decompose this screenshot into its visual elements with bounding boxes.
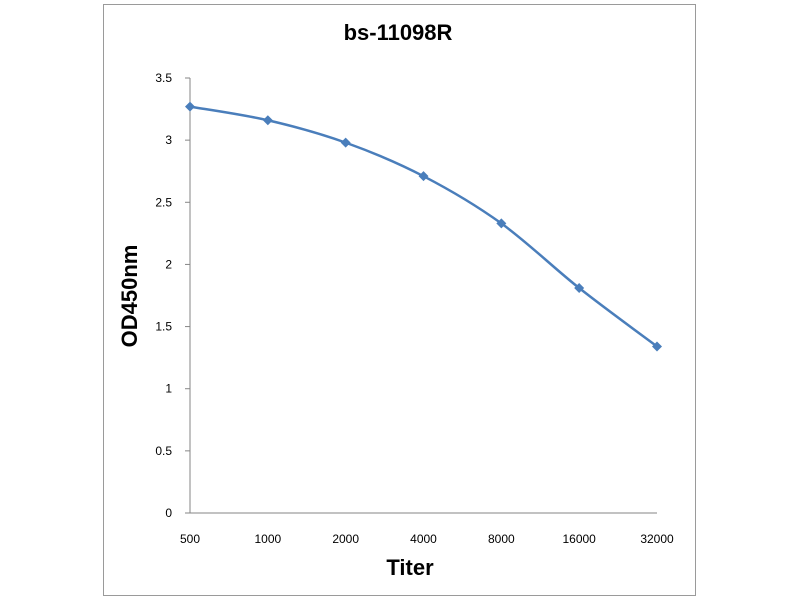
x-tick-label: 1000 bbox=[254, 532, 281, 546]
tick-labels: 0 0.5 1 1.5 2 2.5 3 3.5 500 1000 2000 4000 8000 16000… bbox=[155, 71, 674, 546]
data-point-marker bbox=[574, 283, 585, 294]
x-axis-title: Titer bbox=[386, 555, 434, 580]
data-point-marker bbox=[418, 171, 429, 182]
x-tick-label: 32000 bbox=[640, 532, 674, 546]
y-tick-label: 2.5 bbox=[155, 195, 172, 209]
x-tick-label: 4000 bbox=[410, 532, 437, 546]
x-tick-label: 16000 bbox=[562, 532, 596, 546]
x-tick-label: 500 bbox=[180, 532, 200, 546]
data-point-marker bbox=[185, 101, 195, 112]
x-tick-label: 2000 bbox=[332, 532, 359, 546]
data-point-marker bbox=[262, 115, 273, 126]
y-tick-label: 3 bbox=[165, 133, 172, 147]
data-point-marker bbox=[652, 341, 662, 352]
data-point-marker bbox=[340, 137, 351, 148]
y-tick-label: 1 bbox=[165, 382, 172, 396]
y-tick-label: 1.5 bbox=[155, 320, 172, 334]
chart-title: bs-11098R bbox=[344, 20, 453, 45]
x-tick-label: 8000 bbox=[488, 532, 515, 546]
y-tick-label: 2 bbox=[165, 257, 172, 271]
series-line bbox=[189, 105, 658, 348]
y-tick-label: 0.5 bbox=[155, 444, 172, 458]
y-axis-title: OD450nm bbox=[117, 245, 142, 348]
y-tick-label: 3.5 bbox=[155, 71, 172, 85]
chart-frame bbox=[103, 4, 696, 596]
data-series bbox=[185, 101, 662, 352]
data-point-marker bbox=[496, 218, 507, 229]
y-tick-label: 0 bbox=[165, 506, 172, 520]
axes bbox=[185, 77, 657, 514]
